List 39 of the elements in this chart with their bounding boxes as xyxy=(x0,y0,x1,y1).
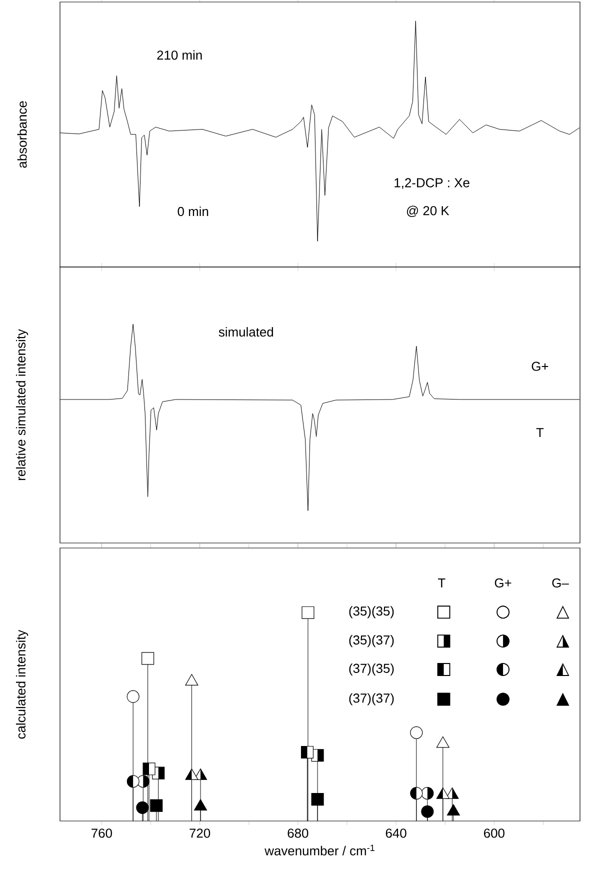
annotation: ◧ xyxy=(437,662,450,676)
annotation: (35)(35) xyxy=(349,606,394,618)
annotation: ○ xyxy=(496,606,510,619)
x-tick-label: 720 xyxy=(190,828,210,838)
y-axis-title: absorbance xyxy=(17,101,27,168)
annotation: □ xyxy=(437,606,450,619)
annotation: @ 20 K xyxy=(406,206,450,217)
point xyxy=(142,652,154,665)
text: G– xyxy=(552,578,569,588)
text: G+ xyxy=(494,578,512,588)
annotation: ◭ xyxy=(556,662,570,676)
annotation: ◨ xyxy=(437,634,450,648)
annotation: ◮ xyxy=(556,634,570,648)
y-axis-title: relative simulated intensity xyxy=(16,329,28,480)
annotation: T xyxy=(536,428,544,438)
x-axis-title: wavenumber / cm$^{-1}$ xyxy=(264,844,374,856)
annotation: △ xyxy=(556,606,570,619)
x-tick-label: 600 xyxy=(484,828,504,838)
annotation: ■ xyxy=(437,692,450,706)
x-tick-label: 680 xyxy=(288,828,308,838)
annotation: ◐ xyxy=(496,663,510,676)
annotation: 0 min xyxy=(178,206,208,216)
annotation: (37)(37) xyxy=(349,693,394,706)
annotation: (37)(35) xyxy=(349,663,394,676)
annotation: (35)(37) xyxy=(349,635,394,648)
annotation: ▲ xyxy=(556,692,570,706)
annotation: 210 min xyxy=(157,50,202,60)
point xyxy=(126,690,140,703)
annotation: simulated xyxy=(218,327,274,337)
point xyxy=(410,726,423,739)
annotation: ● xyxy=(496,692,510,706)
text: T xyxy=(438,578,446,588)
x-tick-label: 760 xyxy=(92,828,112,838)
annotation: 1,2-DCP : Xe xyxy=(394,178,470,189)
x-tick-label: 640 xyxy=(386,828,406,838)
annotation: G+ xyxy=(532,362,548,371)
point xyxy=(302,606,314,619)
y-axis-title: calculated intensity xyxy=(16,630,28,739)
annotation: ◑ xyxy=(496,634,510,648)
